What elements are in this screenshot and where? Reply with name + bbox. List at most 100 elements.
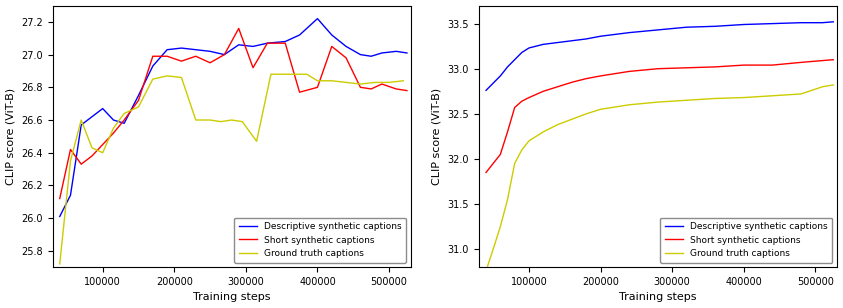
Descriptive synthetic captions [176,46,186,50]
Descriptive synthetic captions [681,25,691,29]
X-axis label: Training steps: Training steps [619,292,696,302]
Ground truth captions [133,105,143,109]
Ground truth captions [109,126,119,130]
Short synthetic captions [510,106,520,109]
Short synthetic captions [652,67,663,71]
Line: Short synthetic captions: Short synthetic captions [486,60,833,172]
Descriptive synthetic captions [341,45,352,48]
Short synthetic captions [262,41,272,45]
Ground truth captions [566,117,577,121]
Ground truth captions [524,139,534,143]
Ground truth captions [681,99,691,102]
Ground truth captions [370,81,380,84]
Short synthetic captions [219,53,229,56]
Ground truth captions [356,82,366,86]
Ground truth captions [828,83,838,87]
Ground truth captions [624,103,634,107]
Descriptive synthetic captions [517,51,527,54]
Line: Short synthetic captions: Short synthetic captions [60,28,407,198]
Short synthetic captions [524,96,534,99]
Descriptive synthetic captions [828,20,838,24]
Line: Descriptive synthetic captions: Descriptive synthetic captions [60,19,407,217]
Descriptive synthetic captions [502,65,513,69]
Descriptive synthetic captions [391,50,401,53]
Descriptive synthetic captions [280,40,290,43]
Ground truth captions [87,146,97,150]
Ground truth captions [266,72,276,76]
Short synthetic captions [581,77,591,80]
Short synthetic captions [738,63,749,67]
Ground truth captions [481,269,491,273]
Descriptive synthetic captions [510,58,520,62]
Descriptive synthetic captions [377,51,387,55]
Ground truth captions [191,118,201,122]
Ground truth captions [227,118,237,122]
Short synthetic captions [391,87,401,91]
Descriptive synthetic captions [524,46,534,50]
Ground truth captions [119,111,129,115]
Descriptive synthetic captions [87,115,97,119]
Descriptive synthetic captions [133,94,143,97]
Short synthetic captions [87,154,97,158]
Ground truth captions [162,74,172,78]
Short synthetic captions [191,55,201,58]
Descriptive synthetic captions [738,23,749,26]
Ground truth captions [76,118,86,122]
Descriptive synthetic captions [191,48,201,51]
Short synthetic captions [502,130,513,134]
Descriptive synthetic captions [496,74,506,78]
X-axis label: Training steps: Training steps [193,292,271,302]
Descriptive synthetic captions [818,21,828,25]
Ground truth captions [284,72,294,76]
Ground truth captions [205,118,215,122]
Ground truth captions [710,97,720,100]
Short synthetic captions [313,85,323,89]
Short synthetic captions [681,66,691,70]
Line: Ground truth captions: Ground truth captions [486,85,833,271]
Ground truth captions [148,77,158,81]
Ground truth captions [251,140,261,143]
Short synthetic captions [402,89,412,92]
Descriptive synthetic captions [710,24,720,28]
Short synthetic captions [98,143,108,146]
Descriptive synthetic captions [262,41,272,45]
Short synthetic captions [767,63,777,67]
Short synthetic captions [366,87,376,91]
Short synthetic captions [566,80,577,84]
Descriptive synthetic captions [356,53,366,56]
Short synthetic captions [109,131,119,135]
Short synthetic captions [205,61,215,65]
Descriptive synthetic captions [248,45,258,48]
Ground truth captions [176,76,186,79]
Ground truth captions [237,120,247,124]
Short synthetic captions [294,90,304,94]
Short synthetic captions [538,89,548,93]
Descriptive synthetic captions [98,107,108,110]
Short synthetic captions [76,162,86,166]
Descriptive synthetic captions [55,215,65,218]
Short synthetic captions [55,197,65,200]
Descriptive synthetic captions [402,51,412,55]
Short synthetic captions [595,74,605,78]
Ground truth captions [496,225,506,229]
Ground truth captions [341,81,352,84]
Ground truth captions [818,85,828,89]
Short synthetic captions [488,162,498,165]
Ground truth captions [488,247,498,251]
Descriptive synthetic captions [219,53,229,56]
Short synthetic captions [176,59,186,63]
Short synthetic captions [517,99,527,103]
Descriptive synthetic captions [767,22,777,26]
Short synthetic captions [496,152,506,156]
Descriptive synthetic captions [796,21,806,25]
Descriptive synthetic captions [119,121,129,125]
Ground truth captions [738,96,749,99]
Ground truth captions [55,262,65,266]
Ground truth captions [313,79,323,83]
Ground truth captions [767,94,777,98]
Short synthetic captions [377,82,387,86]
Short synthetic captions [552,85,562,89]
Ground truth captions [581,112,591,116]
Ground truth captions [538,130,548,134]
Legend: Descriptive synthetic captions, Short synthetic captions, Ground truth captions: Descriptive synthetic captions, Short sy… [660,217,832,263]
